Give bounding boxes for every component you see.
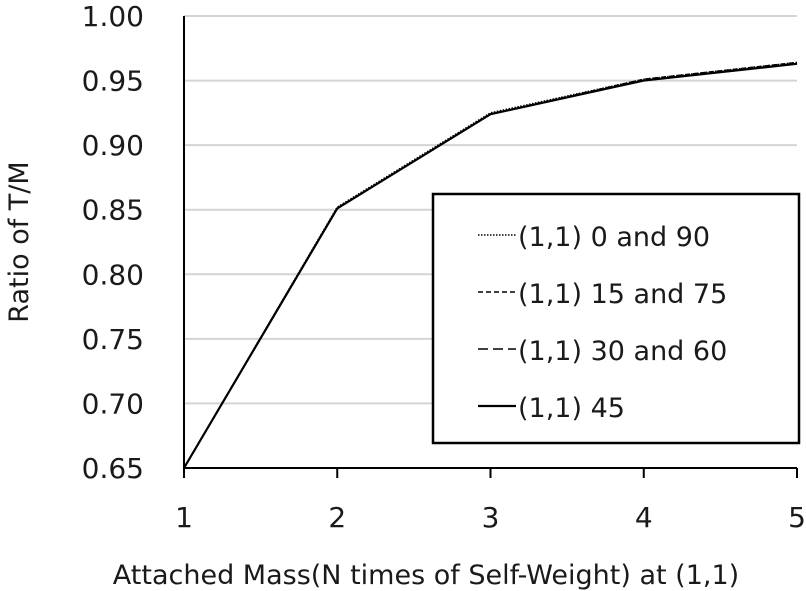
x-tick-label-4: 5 [788,501,806,534]
legend-label-2: (1,1) 30 and 60 [518,336,727,367]
y-axis-title: Ratio of T/M [4,161,35,322]
x-tick-label-1: 2 [328,501,346,534]
y-tick-label-6: 0.95 [82,65,144,98]
series-line-3 [183,62,798,469]
x-axis-title: Attached Mass(N times of Self-Weight) at… [113,560,739,591]
x-tick-label-0: 1 [175,501,193,534]
legend: (1,1) 0 and 90 (1,1) 15 and 75 (1,1) 30 an… [431,192,801,445]
series-lines [183,61,798,469]
legend-label-1: (1,1) 15 and 75 [518,279,727,310]
axes [183,16,798,478]
y-tick-label-4: 0.85 [82,194,144,227]
legend-label-0: (1,1) 0 and 90 [518,222,710,253]
y-tick-label-7: 1.00 [82,0,144,33]
y-tick-label-2: 0.75 [82,323,144,356]
y-tick-label-3: 0.80 [82,258,144,291]
legend-label-3: (1,1) 45 [518,393,625,424]
x-tick-label-2: 3 [482,501,500,534]
y-tick-label-1: 0.70 [82,387,144,420]
y-tick-label-5: 0.90 [82,129,144,162]
tick-labels: 0.65 0.70 0.75 0.80 0.85 0.90 0.95 1.00 1 2 3 4 5 [82,0,806,534]
y-tick-label-0: 0.65 [82,452,144,485]
legend-items: (1,1) 0 and 90 (1,1) 15 and 75 (1,1) 30 an… [478,222,727,424]
x-tick-label-3: 4 [635,501,653,534]
